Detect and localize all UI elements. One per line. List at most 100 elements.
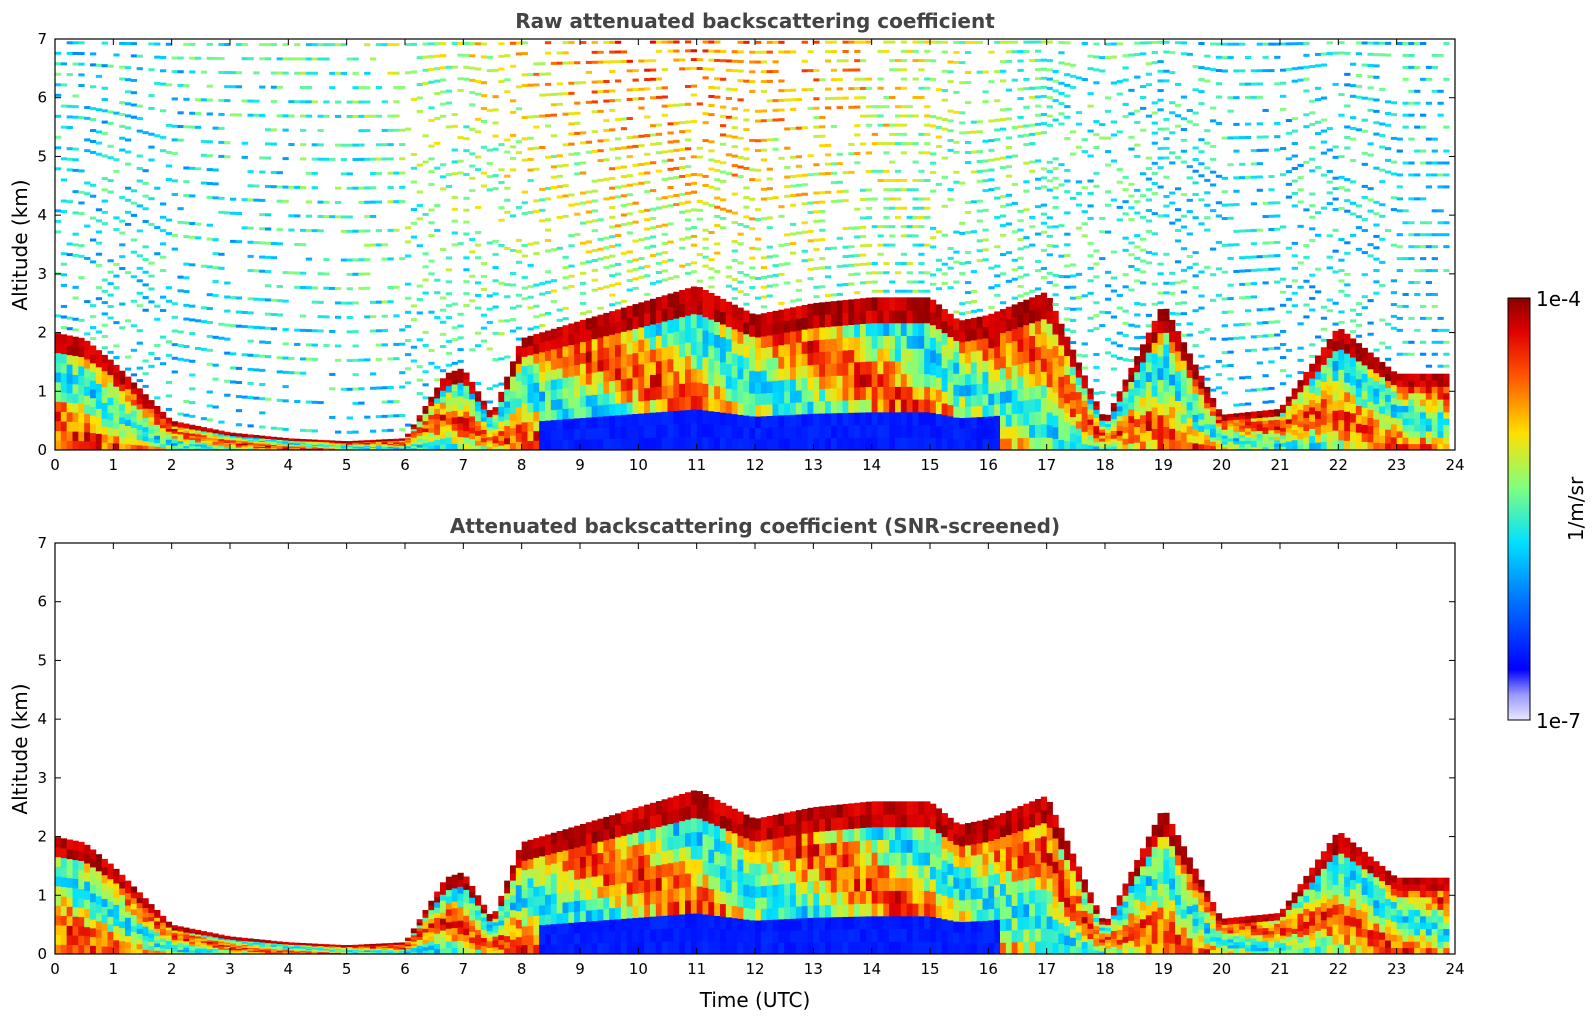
profile-cell: [60, 392, 68, 403]
noise-cell: [994, 245, 1001, 249]
noise-cell: [603, 60, 610, 64]
profile-cell: [941, 403, 948, 416]
profile-cell: [609, 322, 616, 335]
profile-cell: [562, 346, 569, 357]
noise-cell: [924, 132, 931, 136]
noise-cell: [434, 79, 441, 83]
profile-cell: [352, 444, 359, 446]
profile-cell: [224, 448, 231, 450]
noise-cell: [125, 162, 132, 166]
noise-cell: [276, 284, 283, 288]
noise-cell: [702, 201, 709, 205]
profile-cell: [119, 397, 126, 405]
noise-cell: [760, 89, 768, 93]
profile-cell: [375, 445, 383, 448]
profile-cell: [434, 397, 441, 404]
noise-cell: [766, 226, 773, 230]
noise-cell: [463, 268, 470, 272]
noise-cell: [515, 140, 523, 144]
profile-cell: [661, 359, 668, 374]
profile-cell: [615, 309, 622, 322]
profile-cell: [889, 360, 896, 375]
noise-cell: [177, 207, 184, 211]
profile-cell: [970, 317, 978, 330]
profile-cell: [795, 414, 803, 427]
noise-cell: [755, 168, 762, 172]
noise-cell: [1017, 209, 1024, 213]
noise-cell: [1105, 230, 1112, 234]
profile-cell: [475, 425, 482, 431]
profile-cell: [574, 364, 581, 376]
profile-cell: [842, 387, 849, 401]
noise-cell: [457, 41, 464, 45]
profile-cell: [877, 373, 884, 387]
noise-cell: [410, 42, 418, 46]
noise-cell: [510, 248, 517, 252]
profile-cell: [475, 405, 482, 412]
noise-cell: [375, 329, 383, 333]
noise-cell: [60, 283, 68, 287]
profile-cell: [154, 442, 161, 447]
noise-cell: [346, 258, 353, 262]
noise-cell: [994, 293, 1001, 297]
noise-cell: [638, 144, 645, 148]
profile-cell: [825, 388, 832, 402]
noise-cell: [580, 261, 587, 265]
profile-cell: [346, 447, 353, 450]
noise-cell: [1093, 365, 1100, 369]
noise-cell: [970, 170, 978, 174]
noise-cell: [615, 118, 622, 122]
noise-cell: [66, 73, 73, 77]
noise-cell: [813, 125, 820, 129]
profile-cell: [930, 387, 937, 401]
noise-cell: [877, 123, 884, 127]
noise-cell: [1040, 203, 1048, 207]
profile-cell: [1081, 400, 1088, 408]
noise-cell: [953, 40, 960, 44]
noise-cell: [772, 147, 779, 151]
noise-cell: [294, 57, 301, 61]
noise-cell: [556, 195, 563, 199]
profile-cell: [1099, 441, 1106, 445]
profile-cell: [218, 438, 225, 441]
profile-cell: [702, 343, 709, 358]
noise-cell: [375, 229, 383, 233]
noise-cell: [66, 200, 73, 204]
noise-cell: [860, 198, 867, 202]
profile-cell: [1075, 435, 1083, 444]
profile-cell: [224, 436, 231, 439]
noise-cell: [988, 119, 995, 123]
noise-cell: [235, 380, 243, 384]
noise-cell: [591, 189, 598, 193]
profile-cell: [685, 315, 692, 330]
noise-cell: [498, 180, 505, 184]
profile-cell: [457, 436, 464, 444]
noise-cell: [533, 252, 540, 256]
noise-cell: [1011, 258, 1018, 262]
noise-cell: [440, 187, 447, 191]
profile-cell: [107, 382, 114, 391]
noise-cell: [661, 113, 668, 117]
noise-cell: [708, 258, 715, 262]
profile-cell: [1070, 366, 1077, 376]
profile-cell: [737, 343, 744, 356]
noise-cell: [323, 272, 330, 276]
noise-cell: [900, 142, 908, 146]
noise-cell: [626, 259, 633, 263]
profile-cell: [1017, 314, 1024, 328]
noise-cell: [270, 185, 278, 189]
noise-cell: [101, 222, 108, 226]
profile-cell: [790, 414, 797, 427]
profile-cell: [311, 447, 318, 449]
profile-cell: [434, 444, 441, 450]
noise-cell: [352, 157, 359, 161]
noise-cell: [358, 229, 365, 233]
noise-cell: [795, 193, 803, 197]
noise-cell: [976, 169, 983, 173]
noise-cell: [206, 293, 213, 297]
profile-cell: [55, 420, 62, 432]
profile-cell: [160, 446, 167, 450]
profile-cell: [358, 442, 365, 445]
noise-cell: [895, 215, 902, 219]
noise-cell: [241, 198, 248, 202]
